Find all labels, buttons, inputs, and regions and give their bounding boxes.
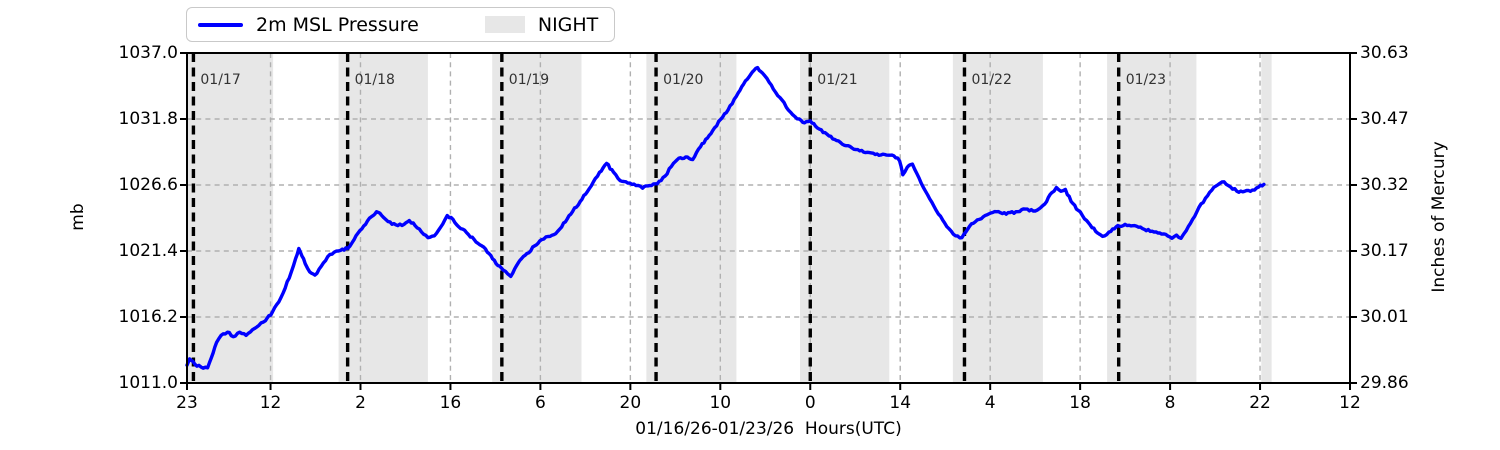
y-axis-tick-label-left: 1026.6 xyxy=(118,175,178,195)
y-axis-tick-label-right: 30.63 xyxy=(1360,43,1409,63)
y-axis-tick-label-left: 1021.4 xyxy=(118,241,178,261)
midnight-lines-group: 01/17 01/18 01/19 01/20 01/21 01/22 01/23 xyxy=(191,53,1166,383)
y-axis-label-left: mb xyxy=(68,203,88,231)
night-band xyxy=(952,53,1043,383)
legend-night-label: NIGHT xyxy=(537,13,599,36)
y-axis-tick-label-left: 1016.2 xyxy=(118,307,178,327)
x-axis-tick-label: 22 xyxy=(1249,393,1271,413)
x-axis-label: 01/16/26-01/23/26 Hours(UTC) xyxy=(635,419,902,439)
x-axis-tick-label: 23 xyxy=(176,393,198,413)
gridlines-group xyxy=(187,53,1350,383)
y-axis-tick-label-right: 29.86 xyxy=(1360,373,1409,393)
date-label: 01/17 xyxy=(200,72,240,88)
night-bands-group xyxy=(187,53,1272,383)
x-axis-tick-label: 2 xyxy=(355,393,366,413)
y-axis-tick-label-right: 30.32 xyxy=(1360,175,1409,195)
y-axis-tick-label-left: 1037.0 xyxy=(118,43,178,63)
y-axis-tick-label-left: 1031.8 xyxy=(118,109,178,129)
y-axis-tick-label-left: 1011.0 xyxy=(118,373,178,393)
x-axis-tick-label: 14 xyxy=(889,393,912,413)
date-label: 01/23 xyxy=(1126,72,1166,88)
y-axis-tick-label-right: 30.47 xyxy=(1360,109,1409,129)
date-label: 01/20 xyxy=(663,72,703,88)
legend-night-patch xyxy=(484,16,525,33)
night-band xyxy=(1107,53,1197,383)
y-axis-tick-label-right: 30.01 xyxy=(1360,307,1409,327)
night-band xyxy=(1261,53,1272,383)
x-axis-tick-label: 18 xyxy=(1069,393,1091,413)
legend: 2m MSL Pressure NIGHT xyxy=(186,7,616,42)
night-band xyxy=(800,53,890,383)
x-axis-tick-label: 16 xyxy=(439,393,462,413)
x-axis-tick-label: 8 xyxy=(1164,393,1176,413)
y-axis-tick-label-right: 30.17 xyxy=(1360,241,1409,261)
pressure-line xyxy=(185,65,1266,370)
date-label: 01/19 xyxy=(509,72,549,88)
x-axis-tick-label: 12 xyxy=(1339,393,1361,413)
axis-ticks-group xyxy=(180,52,1357,390)
x-axis-tick-label: 4 xyxy=(984,393,996,413)
legend-line-sample xyxy=(198,22,243,27)
y-axis-label-right: Inches of Mercury xyxy=(1429,141,1449,293)
night-band xyxy=(646,53,737,383)
x-axis-tick-label: 6 xyxy=(534,393,546,413)
date-label: 01/22 xyxy=(972,72,1012,88)
legend-series-label: 2m MSL Pressure xyxy=(256,13,419,36)
x-axis-tick-label: 0 xyxy=(804,393,816,413)
date-label: 01/18 xyxy=(355,72,395,88)
plot-border xyxy=(186,52,1351,384)
date-label: 01/21 xyxy=(817,72,857,88)
night-band xyxy=(187,53,274,383)
x-axis-tick-label: 10 xyxy=(709,393,732,413)
x-axis-tick-label: 20 xyxy=(619,393,642,413)
x-axis-tick-label: 12 xyxy=(259,393,282,413)
